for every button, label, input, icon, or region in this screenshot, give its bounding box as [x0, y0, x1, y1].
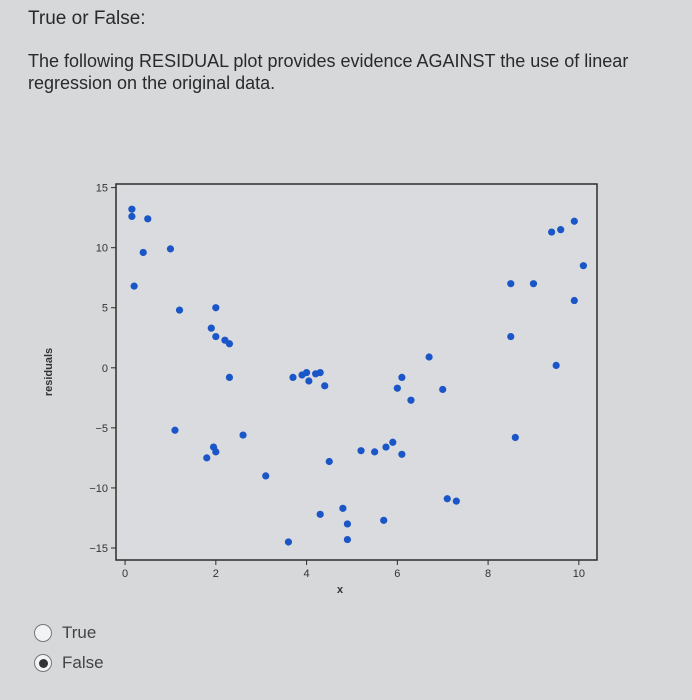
data-point: [225, 340, 234, 348]
data-point: [552, 361, 560, 369]
data-point: [171, 426, 179, 434]
data-point: [207, 324, 215, 332]
data-point: [239, 431, 247, 439]
data-point: [212, 332, 220, 341]
question-header: True or False:: [28, 8, 146, 29]
data-point: [452, 497, 460, 505]
data-point: [203, 454, 211, 462]
data-point: [389, 438, 397, 446]
option-false-label: False: [62, 653, 104, 672]
data-point: [407, 396, 415, 404]
x-tick-label: 0: [122, 568, 128, 580]
y-tick-label: 15: [96, 183, 108, 195]
radio-false[interactable]: [34, 654, 52, 672]
data-point: [425, 353, 433, 361]
y-tick-label: 5: [102, 303, 108, 315]
data-point: [144, 215, 152, 223]
data-point: [371, 448, 379, 456]
y-tick-label: −5: [95, 423, 108, 435]
data-point: [398, 373, 406, 382]
y-axis-label: residuals: [43, 348, 55, 396]
plot-area: [115, 183, 598, 561]
data-point: [175, 306, 184, 314]
question-text: The following RESIDUAL plot provides evi…: [28, 51, 629, 93]
data-point: [380, 516, 388, 524]
radio-true[interactable]: [34, 624, 52, 642]
x-axis-label: x: [337, 584, 344, 596]
x-tick-label: 4: [304, 568, 310, 580]
data-point: [212, 304, 220, 312]
x-tick-label: 6: [394, 568, 400, 580]
data-point: [393, 384, 401, 392]
data-point: [439, 385, 447, 394]
data-point: [284, 538, 293, 546]
data-point: [289, 373, 297, 382]
option-false[interactable]: False: [34, 648, 104, 678]
data-point: [166, 245, 175, 253]
answer-options: True False: [34, 618, 104, 678]
data-point: [511, 433, 519, 442]
data-point: [382, 443, 390, 451]
data-point: [529, 280, 538, 288]
y-tick-label: −10: [89, 483, 108, 495]
data-point: [398, 450, 406, 458]
data-point: [579, 262, 587, 270]
data-point: [128, 212, 136, 221]
y-tick-label: 10: [96, 243, 108, 255]
data-point: [548, 228, 556, 236]
option-true-label: True: [62, 623, 97, 642]
data-point: [557, 226, 565, 234]
data-point: [209, 443, 218, 451]
data-point: [262, 472, 270, 480]
data-point: [305, 377, 313, 385]
data-point: [570, 217, 578, 225]
data-point: [443, 495, 451, 503]
x-tick-label: 2: [213, 568, 219, 580]
residual-plot: 15 10 5 0 −5 −10 −15 0 2 4 6 8 10 residuals x: [43, 183, 598, 596]
x-tick-label: 10: [573, 568, 585, 580]
data-point: [128, 205, 136, 213]
data-point: [357, 447, 365, 455]
data-point: [316, 369, 324, 377]
x-tick-label: 8: [485, 568, 491, 580]
data-point: [325, 457, 333, 466]
data-point: [321, 382, 329, 390]
data-point: [507, 280, 515, 288]
data-point: [316, 510, 324, 518]
data-point: [343, 520, 352, 528]
y-tick-label: 0: [102, 363, 108, 375]
data-point: [339, 504, 347, 512]
data-point: [570, 296, 578, 305]
data-point: [343, 535, 352, 544]
y-tick-label: −15: [89, 543, 108, 555]
data-point: [225, 373, 234, 382]
data-point: [139, 248, 147, 257]
data-point: [130, 282, 138, 290]
data-point: [302, 369, 311, 377]
data-point: [507, 332, 515, 341]
option-true[interactable]: True: [34, 618, 104, 648]
